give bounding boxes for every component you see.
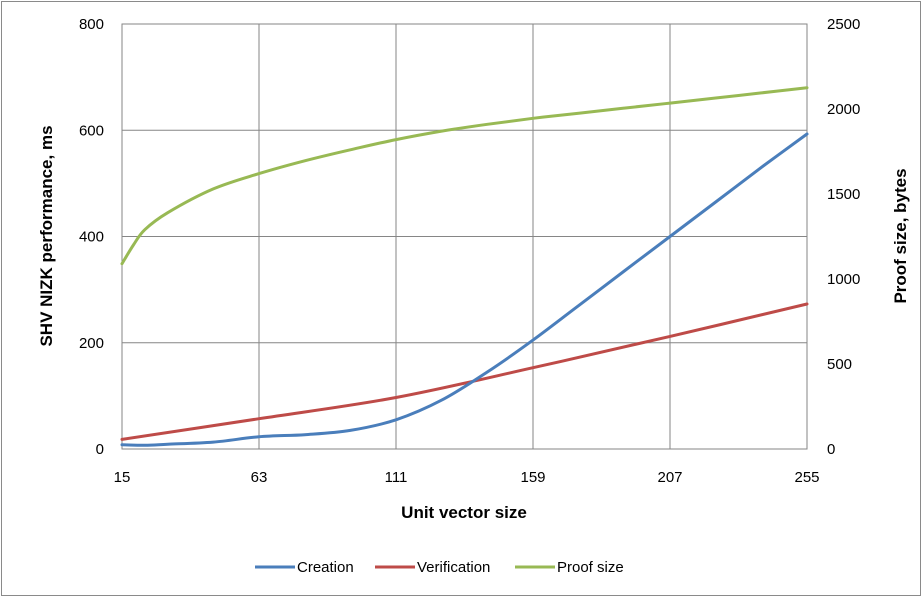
y2-tick-label: 2000	[827, 101, 860, 118]
series-line-verification	[120, 302, 809, 441]
y2-axis-title: Proof size, bytes	[891, 168, 910, 303]
plot-area-border	[121, 23, 808, 450]
series-layer	[120, 86, 809, 447]
y2-tick-label: 1000	[827, 271, 860, 288]
x-tick-label: 159	[520, 469, 545, 486]
x-axis-title: Unit vector size	[401, 503, 527, 522]
y2-tick-label: 500	[827, 356, 852, 373]
legend: Creation Verification Proof size	[255, 559, 624, 576]
x-tick-label: 111	[385, 469, 408, 486]
x-tick-label: 63	[251, 469, 268, 486]
y-tick-label: 600	[79, 122, 104, 139]
series-line-proof-size	[120, 86, 809, 266]
legend-label-verification: Verification	[417, 559, 490, 576]
y2-tick-label: 1500	[827, 186, 860, 203]
legend-label-creation: Creation	[297, 559, 354, 576]
y-tick-label: 800	[79, 16, 104, 33]
y2-tick-label: 2500	[827, 16, 860, 33]
y-tick-labels: 0 200 400 600 800	[79, 16, 104, 458]
x-tick-label: 207	[657, 469, 682, 486]
y-tick-label: 400	[79, 229, 104, 246]
series-line-creation	[120, 132, 809, 447]
x-tick-label: 255	[794, 469, 819, 486]
legend-label-proof-size: Proof size	[557, 559, 624, 576]
x-tick-labels: 15 63 111 159 207 255	[114, 469, 820, 486]
y-axis-title: SHV NIZK performance, ms	[37, 125, 56, 346]
y2-tick-label: 0	[827, 441, 835, 458]
y-tick-label: 200	[79, 335, 104, 352]
x-tick-label: 15	[114, 469, 131, 486]
y-tick-label: 0	[96, 441, 104, 458]
y2-tick-labels: 0 500 1000 1500 2000 2500	[827, 16, 860, 458]
